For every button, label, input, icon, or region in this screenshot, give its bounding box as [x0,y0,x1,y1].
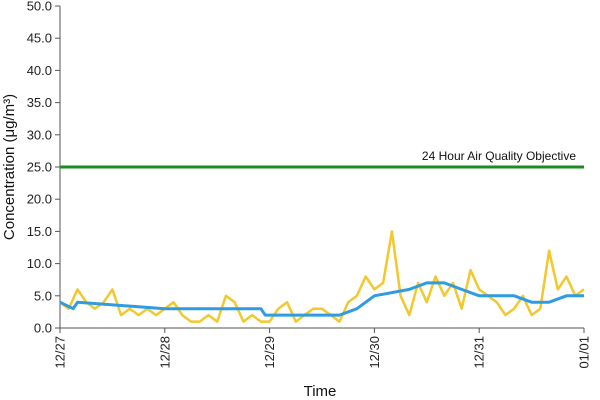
reference-lines: 24 Hour Air Quality Objective [60,149,584,169]
y-tick-label: 45.0 [27,31,52,46]
y-tick-label: 0.0 [34,321,52,336]
y-tick-label: 15.0 [27,224,52,239]
series-lines [59,230,585,323]
x-tick-label: 12/28 [157,336,172,369]
y-tick-label: 50.0 [27,0,52,14]
x-axis-title: Time [304,383,337,400]
y-tick-label: 40.0 [27,63,52,78]
y-tick-label: 5.0 [34,288,52,303]
y-tick-label: 35.0 [27,95,52,110]
y-tick-label: 30.0 [27,127,52,142]
x-tick-label: 12/31 [472,336,487,369]
y-ticks: 0.0 5.0 10.0 15.0 20.0 25.0 30.0 35.0 40.0 45.0 50… [27,0,60,336]
x-tick-label: 12/30 [367,336,382,369]
y-axis-title: Concentration (μg/m³) [1,94,18,240]
air-quality-objective-label: 24 Hour Air Quality Objective [422,149,576,163]
y-tick-label: 10.0 [27,256,52,271]
x-tick-label: 01/01 [577,336,592,369]
y-tick-label: 25.0 [27,160,52,175]
x-tick-label: 12/29 [262,336,277,369]
y-tick-label: 20.0 [27,192,52,207]
blue-series-line [59,281,584,317]
x-tick-label: 12/27 [53,336,68,369]
x-ticks: 12/27 12/28 12/29 12/30 12/31 01/01 [53,328,592,369]
